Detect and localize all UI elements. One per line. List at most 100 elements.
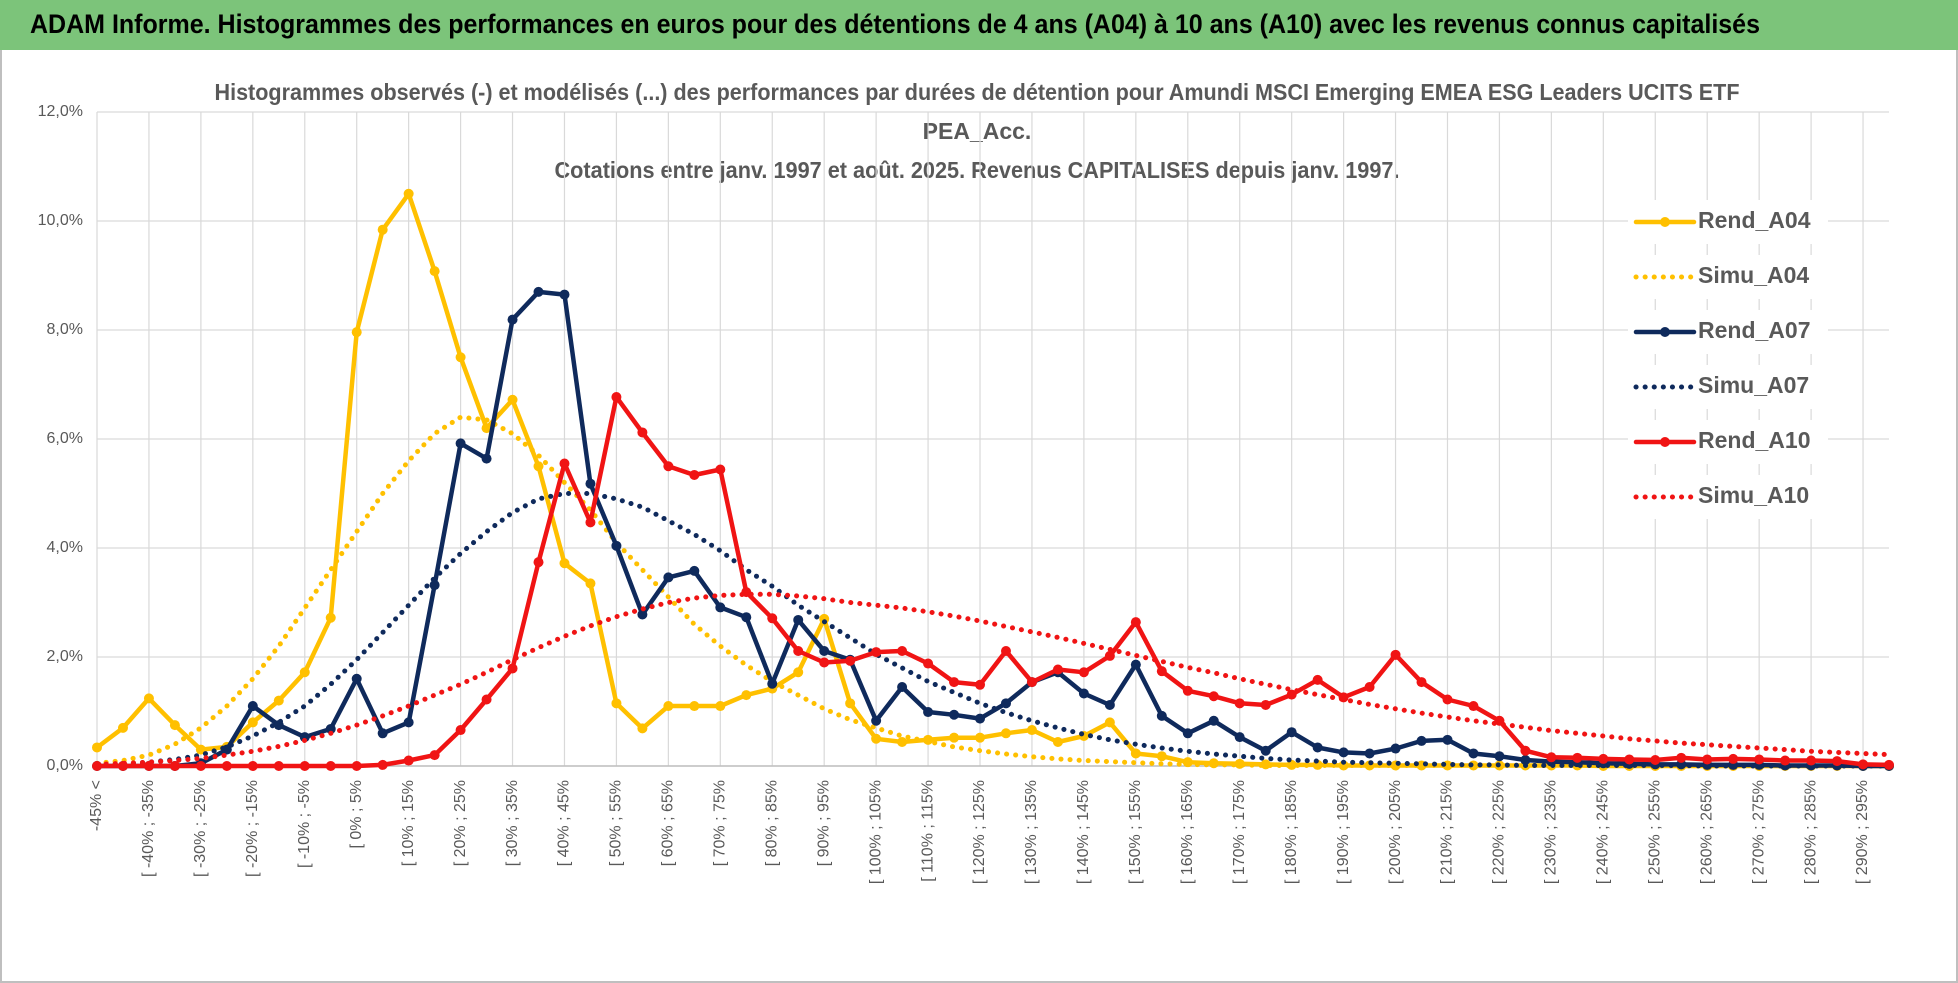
series-line — [94, 289, 1892, 769]
series-marker — [429, 266, 440, 277]
series-marker — [1806, 755, 1817, 766]
chart-title: Cotations entre janv. 1997 et août. 2025… — [555, 157, 1400, 183]
series-marker — [273, 695, 284, 706]
legend-label: Simu_A04 — [1698, 262, 1809, 288]
series-marker — [533, 461, 544, 472]
series-marker — [247, 701, 258, 712]
x-tick-label: [ -20% ; -15% — [244, 780, 261, 877]
series-marker — [637, 723, 648, 734]
series-marker — [949, 677, 960, 688]
series-marker — [585, 517, 596, 528]
series-marker — [221, 761, 232, 771]
x-tick-label: [ 220% ; 225% — [1491, 780, 1508, 884]
y-tick-label: 12,0% — [38, 103, 83, 120]
series-marker — [975, 732, 986, 743]
series-marker — [481, 423, 492, 434]
x-tick-label: [ 50% ; 55% — [608, 780, 625, 866]
series-marker — [1156, 710, 1167, 721]
x-tick-label: [ 200% ; 205% — [1387, 780, 1404, 884]
series-marker — [325, 761, 336, 771]
series-marker — [1702, 754, 1713, 765]
legend-marker — [1660, 327, 1670, 337]
series-marker — [377, 759, 388, 770]
series-marker — [1234, 698, 1245, 709]
x-tick-label: [ 290% ; 295% — [1854, 780, 1871, 884]
legend-label: Rend_A04 — [1698, 207, 1811, 233]
series-marker — [1390, 649, 1401, 660]
series-marker — [559, 458, 570, 469]
y-tick-label: 10,0% — [38, 212, 83, 229]
x-tick-label: [ 130% ; 135% — [1023, 780, 1040, 884]
x-tick-label: [ 10% ; 15% — [400, 780, 417, 866]
series-marker — [195, 744, 206, 755]
series-marker — [1416, 677, 1427, 688]
series-marker — [1520, 745, 1531, 756]
series-marker — [1130, 659, 1141, 670]
series-marker — [871, 733, 882, 744]
x-tick-label: [ 80% ; 85% — [763, 780, 780, 866]
x-tick-label: [ 30% ; 35% — [504, 780, 521, 866]
series-marker — [663, 461, 674, 472]
series-marker — [1416, 735, 1427, 746]
series-marker — [611, 540, 622, 551]
series-marker — [611, 698, 622, 709]
series-marker — [559, 289, 570, 300]
series-marker — [949, 732, 960, 743]
series-marker — [793, 614, 804, 625]
series-marker — [377, 224, 388, 235]
series-marker — [1650, 755, 1661, 766]
series-marker — [1364, 748, 1375, 759]
x-tick-label: [ 40% ; 45% — [556, 780, 573, 866]
series-marker — [715, 701, 726, 712]
series-marker — [1026, 725, 1037, 736]
series-marker — [1104, 717, 1115, 728]
series-marker — [637, 609, 648, 620]
series-marker — [1780, 755, 1791, 766]
series-marker — [949, 709, 960, 720]
series-marker — [1494, 751, 1505, 762]
series-marker — [1364, 681, 1375, 692]
series-marker — [1286, 727, 1297, 738]
series-marker — [1546, 752, 1557, 763]
y-tick-label: 8,0% — [47, 321, 83, 338]
series-marker — [715, 464, 726, 475]
series-marker — [351, 761, 362, 771]
series-marker — [1728, 753, 1739, 764]
series-marker — [1442, 694, 1453, 705]
series-marker — [819, 657, 830, 668]
series-marker — [1468, 701, 1479, 712]
series-marker — [767, 613, 778, 624]
series-marker — [611, 392, 622, 403]
series-marker — [689, 469, 700, 480]
x-tick-label: [ 250% ; 255% — [1646, 780, 1663, 884]
series-marker — [767, 678, 778, 689]
series-marker — [1676, 752, 1687, 763]
series-marker — [793, 667, 804, 678]
series-marker — [1884, 759, 1894, 770]
legend-marker — [1660, 217, 1670, 227]
series-marker — [1338, 747, 1349, 758]
legend-label: Simu_A10 — [1698, 482, 1809, 508]
series-line — [94, 591, 1892, 767]
series-marker — [247, 717, 258, 728]
legend-marker — [1660, 437, 1670, 447]
x-tick-label: [ 150% ; 155% — [1127, 780, 1144, 884]
x-tick-label: [ 20% ; 25% — [452, 780, 469, 866]
series-marker — [1598, 753, 1609, 764]
series-marker — [351, 673, 362, 684]
series-marker — [1208, 691, 1219, 702]
x-tick-label: [ 180% ; 185% — [1283, 780, 1300, 884]
x-tick-label: [ 190% ; 195% — [1335, 780, 1352, 884]
x-tick-label: [ 140% ; 145% — [1075, 780, 1092, 884]
series-marker — [1260, 699, 1271, 710]
series-marker — [143, 693, 154, 704]
series-marker — [1832, 756, 1843, 767]
series-marker — [689, 701, 700, 712]
series-marker — [871, 647, 882, 658]
series-marker — [377, 728, 388, 739]
series-marker — [1000, 646, 1011, 657]
series-marker — [663, 572, 674, 583]
series-marker — [585, 478, 596, 489]
series-marker — [533, 557, 544, 568]
series-marker — [117, 722, 128, 733]
